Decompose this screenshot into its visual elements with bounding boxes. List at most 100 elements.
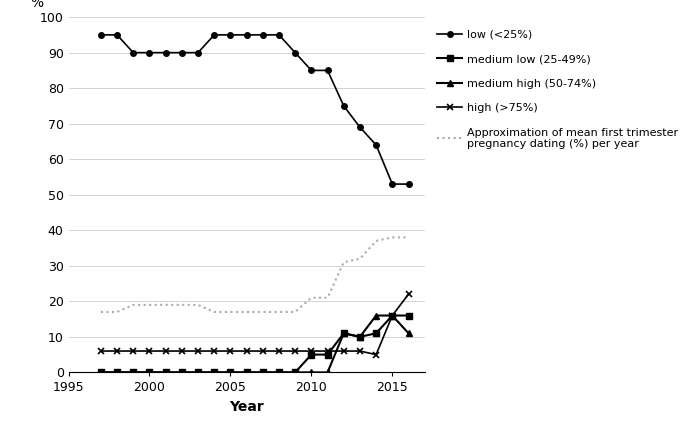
high (>75%): [323, 348, 332, 354]
medium low (25-49%): [194, 370, 202, 375]
medium low (25-49%): [226, 370, 234, 375]
high (>75%): [162, 348, 170, 354]
Approximation of mean first trimester
pregnancy dating (%) per year: [404, 235, 412, 240]
medium low (25-49%): [129, 370, 138, 375]
medium low (25-49%): [308, 352, 316, 357]
high (>75%): [194, 348, 202, 354]
Approximation of mean first trimester
pregnancy dating (%) per year: [210, 309, 219, 315]
medium high (50-74%): [323, 370, 332, 375]
Approximation of mean first trimester
pregnancy dating (%) per year: [323, 295, 332, 300]
medium high (50-74%): [356, 334, 364, 339]
high (>75%): [275, 348, 283, 354]
Approximation of mean first trimester
pregnancy dating (%) per year: [226, 309, 234, 315]
Approximation of mean first trimester
pregnancy dating (%) per year: [162, 302, 170, 307]
medium high (50-74%): [113, 370, 121, 375]
medium high (50-74%): [275, 370, 283, 375]
medium high (50-74%): [242, 370, 251, 375]
Approximation of mean first trimester
pregnancy dating (%) per year: [242, 309, 251, 315]
Approximation of mean first trimester
pregnancy dating (%) per year: [275, 309, 283, 315]
low (<25%): [129, 50, 138, 55]
medium high (50-74%): [308, 370, 316, 375]
Approximation of mean first trimester
pregnancy dating (%) per year: [97, 309, 105, 315]
medium high (50-74%): [162, 370, 170, 375]
low (<25%): [162, 50, 170, 55]
Line: medium low (25-49%): medium low (25-49%): [98, 313, 411, 375]
low (<25%): [275, 33, 283, 38]
high (>75%): [177, 348, 186, 354]
medium low (25-49%): [210, 370, 219, 375]
low (<25%): [323, 68, 332, 73]
low (<25%): [210, 33, 219, 38]
Approximation of mean first trimester
pregnancy dating (%) per year: [291, 309, 299, 315]
low (<25%): [113, 33, 121, 38]
medium low (25-49%): [372, 331, 380, 336]
medium high (50-74%): [129, 370, 138, 375]
high (>75%): [129, 348, 138, 354]
medium high (50-74%): [291, 370, 299, 375]
high (>75%): [291, 348, 299, 354]
Approximation of mean first trimester
pregnancy dating (%) per year: [129, 302, 138, 307]
medium low (25-49%): [242, 370, 251, 375]
low (<25%): [356, 125, 364, 130]
low (<25%): [308, 68, 316, 73]
high (>75%): [145, 348, 153, 354]
Text: %: %: [30, 0, 44, 10]
low (<25%): [340, 104, 348, 109]
medium low (25-49%): [259, 370, 267, 375]
low (<25%): [372, 143, 380, 148]
high (>75%): [372, 352, 380, 357]
medium low (25-49%): [162, 370, 170, 375]
medium low (25-49%): [291, 370, 299, 375]
medium high (50-74%): [210, 370, 219, 375]
low (<25%): [259, 33, 267, 38]
high (>75%): [210, 348, 219, 354]
medium low (25-49%): [97, 370, 105, 375]
Approximation of mean first trimester
pregnancy dating (%) per year: [388, 235, 397, 240]
Line: Approximation of mean first trimester
pregnancy dating (%) per year: Approximation of mean first trimester pr…: [101, 238, 408, 312]
Legend: low (<25%), medium low (25-49%), medium high (50-74%), high (>75%), Approximatio: low (<25%), medium low (25-49%), medium …: [438, 30, 679, 149]
medium low (25-49%): [356, 334, 364, 339]
medium high (50-74%): [194, 370, 202, 375]
high (>75%): [226, 348, 234, 354]
low (<25%): [388, 181, 397, 187]
medium high (50-74%): [404, 331, 412, 336]
low (<25%): [145, 50, 153, 55]
X-axis label: Year: Year: [229, 400, 264, 414]
high (>75%): [259, 348, 267, 354]
medium high (50-74%): [226, 370, 234, 375]
low (<25%): [177, 50, 186, 55]
Approximation of mean first trimester
pregnancy dating (%) per year: [177, 302, 186, 307]
low (<25%): [97, 33, 105, 38]
low (<25%): [194, 50, 202, 55]
Approximation of mean first trimester
pregnancy dating (%) per year: [259, 309, 267, 315]
Line: medium high (50-74%): medium high (50-74%): [98, 313, 411, 375]
Line: high (>75%): high (>75%): [97, 291, 412, 358]
high (>75%): [356, 348, 364, 354]
high (>75%): [340, 348, 348, 354]
high (>75%): [113, 348, 121, 354]
medium low (25-49%): [177, 370, 186, 375]
high (>75%): [308, 348, 316, 354]
high (>75%): [97, 348, 105, 354]
high (>75%): [388, 313, 397, 318]
Approximation of mean first trimester
pregnancy dating (%) per year: [356, 256, 364, 261]
Approximation of mean first trimester
pregnancy dating (%) per year: [340, 260, 348, 265]
medium low (25-49%): [113, 370, 121, 375]
medium high (50-74%): [97, 370, 105, 375]
medium high (50-74%): [259, 370, 267, 375]
low (<25%): [226, 33, 234, 38]
Approximation of mean first trimester
pregnancy dating (%) per year: [145, 302, 153, 307]
medium low (25-49%): [323, 352, 332, 357]
Approximation of mean first trimester
pregnancy dating (%) per year: [113, 309, 121, 315]
Approximation of mean first trimester
pregnancy dating (%) per year: [308, 295, 316, 300]
medium high (50-74%): [372, 313, 380, 318]
medium high (50-74%): [388, 313, 397, 318]
low (<25%): [242, 33, 251, 38]
medium high (50-74%): [340, 331, 348, 336]
low (<25%): [291, 50, 299, 55]
Line: low (<25%): low (<25%): [98, 32, 411, 187]
high (>75%): [404, 291, 412, 297]
Approximation of mean first trimester
pregnancy dating (%) per year: [194, 302, 202, 307]
medium low (25-49%): [145, 370, 153, 375]
low (<25%): [404, 181, 412, 187]
